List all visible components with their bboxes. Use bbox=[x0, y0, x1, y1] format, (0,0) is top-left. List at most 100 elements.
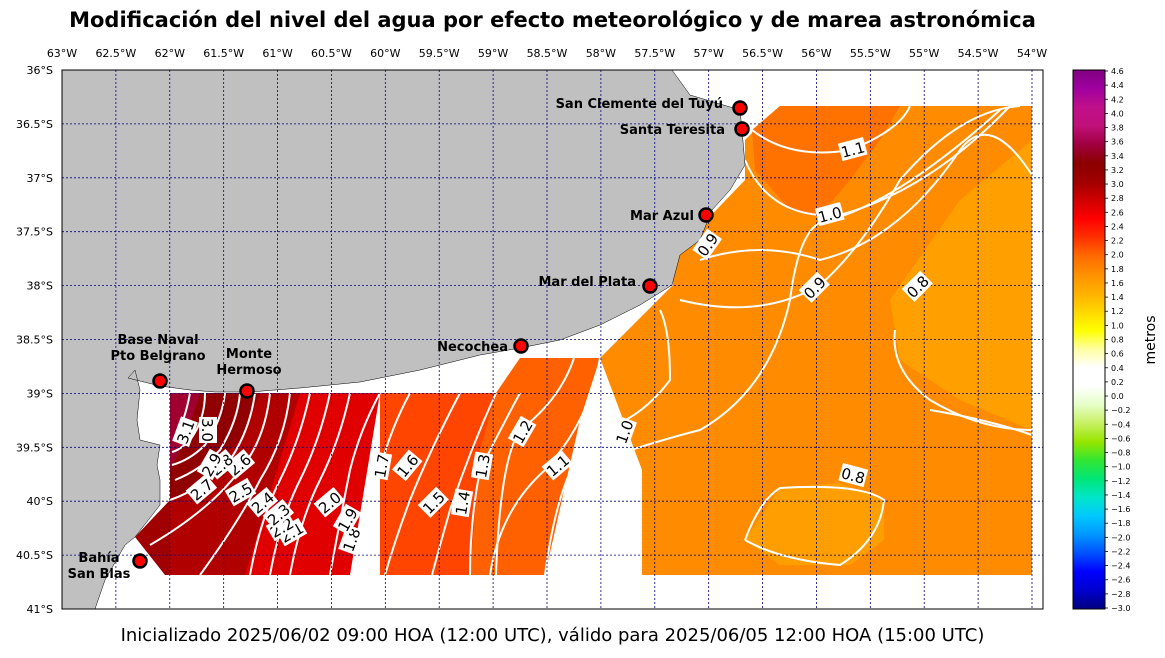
city-markers: San Clemente del Tuyú Santa Teresita Mar A… bbox=[68, 97, 750, 582]
colorbar-tick-label: 0.8 bbox=[1111, 336, 1124, 345]
lon-tick-label: 58.5°W bbox=[527, 47, 568, 60]
lat-tick-label: 36°S bbox=[27, 64, 53, 77]
lon-tick-label: 59°W bbox=[478, 47, 508, 60]
lon-tick-label: 56.5°W bbox=[742, 47, 783, 60]
city-4: Necochea bbox=[437, 338, 529, 355]
colorbar-tick-label: 4.6 bbox=[1111, 67, 1124, 76]
svg-text:1.3: 1.3 bbox=[472, 453, 494, 480]
lon-tick-label: 54°W bbox=[1017, 47, 1047, 60]
city-label: Mar Azul bbox=[630, 209, 694, 224]
colorbar-tick-label: 1.4 bbox=[1111, 293, 1124, 302]
map-plot-area bbox=[62, 70, 1043, 609]
colorbar-tick-label: 0.6 bbox=[1111, 350, 1124, 359]
city-marker bbox=[642, 278, 658, 294]
lon-tick-label: 61°W bbox=[262, 47, 292, 60]
colorbar-tick-label: 1.6 bbox=[1111, 279, 1124, 288]
svg-text:1.1: 1.1 bbox=[839, 138, 867, 162]
contour-label: 3.0 bbox=[198, 417, 217, 443]
city-marker bbox=[513, 338, 529, 354]
colorbar-title: metros bbox=[1143, 315, 1159, 364]
lon-tick-label: 55°W bbox=[909, 47, 939, 60]
lat-tick-label: 37°S bbox=[27, 172, 53, 185]
forecast-footer: Inicializado 2025/06/02 09:00 HOA (12:00… bbox=[120, 625, 985, 646]
lat-tick-label: 36.5°S bbox=[16, 118, 53, 131]
lat-tick-label: 39.5°S bbox=[16, 441, 53, 454]
city-label: Santa Teresita bbox=[620, 123, 725, 138]
colorbar-tick-label: 4.2 bbox=[1111, 95, 1124, 104]
city-marker bbox=[132, 553, 148, 569]
city-label: Hermoso bbox=[216, 363, 281, 378]
colorbar-tick-label: 0.2 bbox=[1111, 378, 1124, 387]
lon-tick-label: 63°W bbox=[47, 47, 77, 60]
colorbar-tick-label: 3.0 bbox=[1111, 180, 1124, 189]
colorbar-tick-label: 1.2 bbox=[1111, 307, 1124, 316]
colorbar-tick-label: 2.2 bbox=[1111, 237, 1124, 246]
colorbar-tick-label: 0.4 bbox=[1111, 364, 1124, 373]
lon-tick-label: 55.5°W bbox=[850, 47, 891, 60]
colorbar-tick-label: −3.0 bbox=[1111, 604, 1130, 613]
lon-tick-label: 57°W bbox=[693, 47, 723, 60]
city-1: Santa Teresita bbox=[620, 121, 750, 138]
svg-text:3.0: 3.0 bbox=[198, 418, 216, 442]
city-label: Monte bbox=[226, 347, 272, 362]
colorbar-tick-label: −2.4 bbox=[1111, 562, 1130, 571]
contour-label: 1.7 bbox=[369, 451, 393, 481]
city-3: Mar del Plata bbox=[539, 275, 658, 294]
colorbar-tick-label: −0.4 bbox=[1111, 420, 1130, 429]
lon-tick-label: 62°W bbox=[155, 47, 185, 60]
city-marker bbox=[152, 373, 168, 389]
svg-text:1.7: 1.7 bbox=[371, 453, 393, 480]
colorbar-tick-label: −2.0 bbox=[1111, 533, 1130, 542]
colorbar-tick-label: 4.4 bbox=[1111, 81, 1124, 90]
longitude-ticks: 63°W 62.5°W 62°W 61.5°W 61°W 60.5°W 60°W 59.5°W… bbox=[47, 47, 1047, 60]
map-frame bbox=[61, 69, 1044, 610]
lon-tick-label: 54.5°W bbox=[958, 47, 999, 60]
graticule bbox=[62, 70, 1043, 609]
lat-tick-label: 37.5°S bbox=[16, 226, 53, 239]
contour-label: 1.4 bbox=[450, 488, 474, 518]
colorbar-ticks: 4.6 4.4 4.2 4.0 3.8 3.6 3.4 3.2 3.0 2.8 2.6 2.4 2.2 2… bbox=[1105, 67, 1130, 613]
lon-tick-label: 56°W bbox=[801, 47, 831, 60]
svg-text:0.8: 0.8 bbox=[839, 464, 867, 488]
contour-label: 1.1 bbox=[837, 136, 868, 162]
colorbar-tick-label: 0.0 bbox=[1111, 392, 1124, 401]
city-marker bbox=[734, 121, 750, 137]
colorbar-tick-label: 2.6 bbox=[1111, 208, 1124, 217]
svg-text:1.4: 1.4 bbox=[452, 490, 474, 517]
lon-tick-label: 60°W bbox=[370, 47, 400, 60]
lat-tick-label: 41°S bbox=[27, 603, 53, 616]
contour-label: 1.0 bbox=[814, 201, 845, 227]
city-label: Bahía bbox=[78, 551, 119, 566]
lon-tick-label: 62.5°W bbox=[95, 47, 136, 60]
colorbar-tick-label: −1.0 bbox=[1111, 463, 1130, 472]
colorbar-tick-label: −1.2 bbox=[1111, 477, 1130, 486]
colorbar-tick-label: 3.2 bbox=[1111, 166, 1124, 175]
city-label: Necochea bbox=[437, 340, 508, 355]
colorbar-tick-label: 2.8 bbox=[1111, 194, 1124, 203]
colorbar-tick-label: −0.2 bbox=[1111, 406, 1130, 415]
colorbar-tick-label: −0.8 bbox=[1111, 449, 1130, 458]
colorbar: 4.6 4.4 4.2 4.0 3.8 3.6 3.4 3.2 3.0 2.8 2.6 2.4 2.2 2… bbox=[1072, 67, 1159, 613]
city-2: Mar Azul bbox=[630, 207, 714, 224]
colorbar-tick-label: 1.8 bbox=[1111, 265, 1124, 274]
colorbar-tick-label: 3.4 bbox=[1111, 152, 1124, 161]
colorbar-tick-label: −2.2 bbox=[1111, 547, 1130, 556]
colorbar-tick-label: 2.0 bbox=[1111, 251, 1124, 260]
colorbar-tick-label: −0.6 bbox=[1111, 434, 1130, 443]
lon-tick-label: 59.5°W bbox=[419, 47, 460, 60]
colorbar-tick-label: −2.8 bbox=[1111, 590, 1130, 599]
city-0: San Clemente del Tuyú bbox=[556, 97, 748, 116]
lon-tick-label: 60.5°W bbox=[311, 47, 352, 60]
lat-tick-label: 40.5°S bbox=[16, 549, 53, 562]
lat-tick-label: 40°S bbox=[27, 495, 53, 508]
contour-label: 0.8 bbox=[838, 462, 869, 488]
colorbar-tick-label: 2.4 bbox=[1111, 222, 1124, 231]
latitude-ticks: 36°S 36.5°S 37°S 37.5°S 38°S 38.5°S 39°S 39.5°S… bbox=[16, 64, 53, 616]
lat-tick-label: 38°S bbox=[27, 280, 53, 293]
lon-tick-label: 61.5°W bbox=[203, 47, 244, 60]
lat-tick-label: 38.5°S bbox=[16, 334, 53, 347]
